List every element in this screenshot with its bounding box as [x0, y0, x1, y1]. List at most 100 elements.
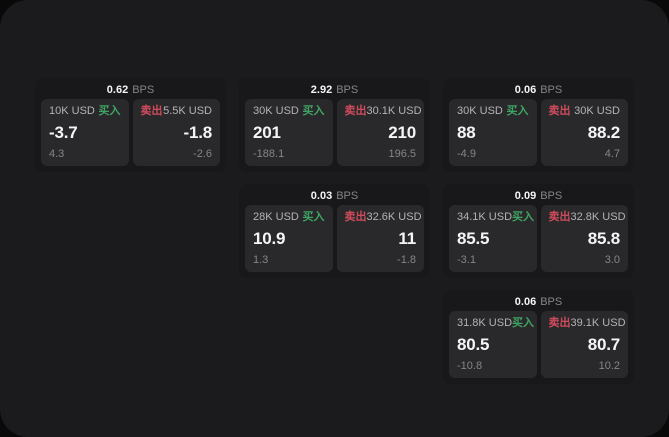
sell-price-value: 88.2	[587, 123, 620, 142]
quote-card: 0.62 BPS 10K USD 买入 -3.7 4.3 卖出 5.5K USD…	[35, 78, 226, 172]
spread-value: 2.92	[310, 83, 333, 96]
sell-price-value: 80.7	[587, 335, 620, 354]
spread-unit: BPS	[132, 83, 155, 96]
sell-side-tag: 卖出	[548, 105, 571, 117]
sell-cell-top: 卖出 32.6K USD	[344, 211, 422, 224]
buy-price-value: 85.5	[457, 229, 490, 248]
buy-side-tag: 买入	[98, 105, 121, 117]
sell-size-label: 32.8K USD	[570, 211, 626, 223]
card-body: 31.8K USD 买入 80.5 -10.8 卖出 39.1K USD 80.…	[443, 311, 634, 384]
spread-value: 0.03	[310, 189, 333, 202]
buy-size-label: 30K USD	[457, 105, 503, 117]
buy-quote-cell[interactable]: 34.1K USD 买入 85.5 -3.1	[449, 205, 537, 272]
sell-size-label: 30K USD	[574, 105, 620, 117]
sell-change-value: -1.8	[397, 254, 416, 266]
cards-grid: 0.62 BPS 10K USD 买入 -3.7 4.3 卖出 5.5K USD…	[35, 78, 634, 384]
spread-header: 0.06 BPS	[443, 78, 634, 99]
sell-cell-top: 卖出 39.1K USD	[548, 317, 626, 330]
buy-change-value: -10.8	[457, 360, 483, 372]
sell-quote-cell[interactable]: 卖出 30.1K USD 210 196.5	[336, 99, 424, 166]
quote-card: 0.06 BPS 30K USD 买入 88 -4.9 卖出 30K USD 8…	[443, 78, 634, 172]
sell-quote-cell[interactable]: 卖出 32.8K USD 85.8 3.0	[540, 205, 628, 272]
spread-unit: BPS	[540, 295, 563, 308]
spread-unit: BPS	[540, 189, 563, 202]
sell-quote-cell[interactable]: 卖出 32.6K USD 11 -1.8	[336, 205, 424, 272]
buy-quote-cell[interactable]: 30K USD 买入 88 -4.9	[449, 99, 537, 166]
sell-cell-top: 卖出 30.1K USD	[344, 105, 422, 118]
spread-value: 0.09	[514, 189, 537, 202]
spread-header: 0.09 BPS	[443, 184, 634, 205]
buy-size-label: 28K USD	[253, 211, 299, 223]
buy-quote-cell[interactable]: 10K USD 买入 -3.7 4.3	[41, 99, 129, 166]
spread-unit: BPS	[540, 83, 563, 96]
card-body: 30K USD 买入 88 -4.9 卖出 30K USD 88.2 4.7	[443, 99, 634, 172]
quote-card: 0.06 BPS 31.8K USD 买入 80.5 -10.8 卖出 39.1…	[443, 290, 634, 384]
sell-quote-cell[interactable]: 卖出 30K USD 88.2 4.7	[540, 99, 628, 166]
sell-side-tag: 卖出	[140, 105, 163, 117]
spread-header: 0.62 BPS	[35, 78, 226, 99]
sell-cell-top: 卖出 30K USD	[549, 105, 621, 118]
sell-price-value: 210	[388, 123, 416, 142]
sell-price-value: 11	[398, 229, 416, 248]
spread-value: 0.06	[514, 83, 537, 96]
quote-card: 0.03 BPS 28K USD 买入 10.9 1.3 卖出 32.6K US…	[239, 184, 430, 278]
sell-size-label: 30.1K USD	[366, 105, 422, 117]
buy-side-tag: 买入	[512, 211, 535, 223]
buy-side-tag: 买入	[302, 105, 325, 117]
buy-price-value: 10.9	[253, 229, 286, 248]
buy-cell-top: 31.8K USD 买入	[457, 317, 534, 330]
buy-size-label: 30K USD	[253, 105, 299, 117]
buy-cell-top: 30K USD 买入	[253, 105, 325, 118]
sell-quote-cell[interactable]: 卖出 5.5K USD -1.8 -2.6	[132, 99, 220, 166]
sell-change-value: 3.0	[604, 254, 620, 266]
buy-change-value: -4.9	[457, 148, 476, 160]
quote-card: 0.09 BPS 34.1K USD 买入 85.5 -3.1 卖出 32.8K…	[443, 184, 634, 278]
buy-quote-cell[interactable]: 28K USD 买入 10.9 1.3	[245, 205, 333, 272]
sell-price-value: -1.8	[183, 123, 213, 142]
sell-change-value: -2.6	[193, 148, 212, 160]
buy-cell-top: 10K USD 买入	[49, 105, 121, 118]
buy-side-tag: 买入	[302, 211, 325, 223]
sell-cell-top: 卖出 5.5K USD	[141, 105, 213, 118]
sell-side-tag: 卖出	[344, 211, 367, 223]
quote-card: 2.92 BPS 30K USD 买入 201 -188.1 卖出 30.1K …	[239, 78, 430, 172]
buy-change-value: -188.1	[253, 148, 285, 160]
spread-header: 0.03 BPS	[239, 184, 430, 205]
sell-cell-top: 卖出 32.8K USD	[548, 211, 626, 224]
buy-size-label: 31.8K USD	[457, 317, 513, 329]
card-body: 10K USD 买入 -3.7 4.3 卖出 5.5K USD -1.8 -2.…	[35, 99, 226, 172]
buy-quote-cell[interactable]: 31.8K USD 买入 80.5 -10.8	[449, 311, 537, 378]
buy-cell-top: 34.1K USD 买入	[457, 211, 534, 224]
spread-header: 0.06 BPS	[443, 290, 634, 311]
spread-header: 2.92 BPS	[239, 78, 430, 99]
spread-unit: BPS	[336, 83, 359, 96]
buy-price-value: 88	[457, 123, 476, 142]
card-body: 30K USD 买入 201 -188.1 卖出 30.1K USD 210 1…	[239, 99, 430, 172]
sell-size-label: 5.5K USD	[163, 105, 212, 117]
buy-side-tag: 买入	[506, 105, 529, 117]
sell-quote-cell[interactable]: 卖出 39.1K USD 80.7 10.2	[540, 311, 628, 378]
buy-size-label: 34.1K USD	[457, 211, 513, 223]
buy-change-value: 4.3	[49, 148, 65, 160]
sell-change-value: 10.2	[598, 360, 620, 372]
card-body: 28K USD 买入 10.9 1.3 卖出 32.6K USD 11 -1.8	[239, 205, 430, 278]
buy-size-label: 10K USD	[49, 105, 95, 117]
sell-change-value: 196.5	[388, 148, 416, 160]
buy-change-value: -3.1	[457, 254, 476, 266]
buy-price-value: 80.5	[457, 335, 490, 354]
sell-change-value: 4.7	[604, 148, 620, 160]
spread-unit: BPS	[336, 189, 359, 202]
buy-cell-top: 30K USD 买入	[457, 105, 529, 118]
spread-value: 0.06	[514, 295, 537, 308]
sell-size-label: 39.1K USD	[570, 317, 626, 329]
sell-size-label: 32.6K USD	[366, 211, 422, 223]
sell-price-value: 85.8	[587, 229, 620, 248]
buy-price-value: 201	[253, 123, 281, 142]
card-body: 34.1K USD 买入 85.5 -3.1 卖出 32.8K USD 85.8…	[443, 205, 634, 278]
sell-side-tag: 卖出	[344, 105, 367, 117]
buy-side-tag: 买入	[512, 317, 535, 329]
sell-side-tag: 卖出	[548, 317, 571, 329]
buy-quote-cell[interactable]: 30K USD 买入 201 -188.1	[245, 99, 333, 166]
sell-side-tag: 卖出	[548, 211, 571, 223]
spread-value: 0.62	[106, 83, 129, 96]
